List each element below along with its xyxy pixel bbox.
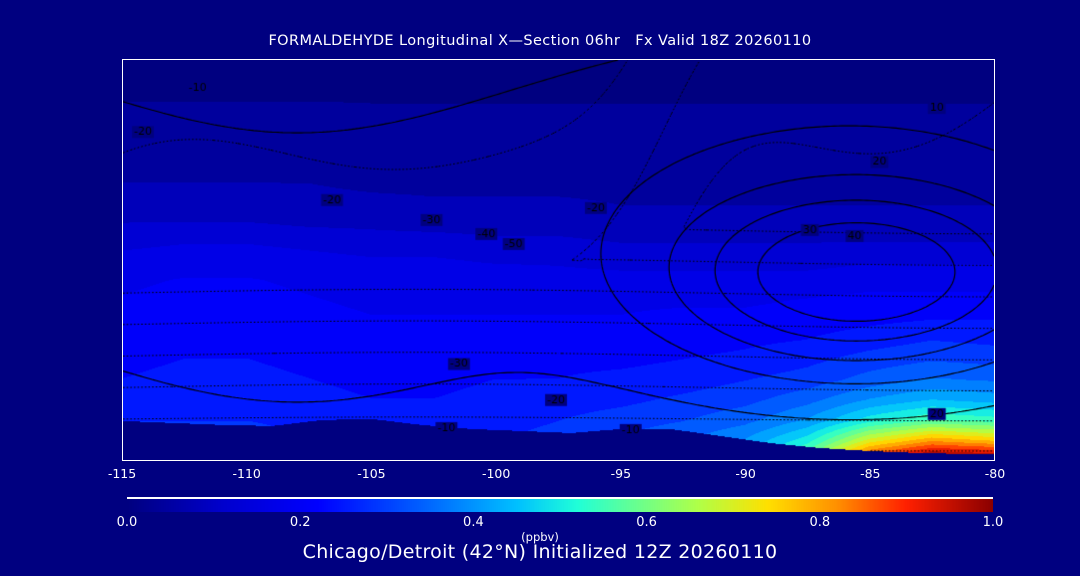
x-axis-tick-label: -110	[232, 466, 261, 481]
colorbar-tick-label: 0.8	[809, 515, 831, 530]
colorbar-gradient	[127, 499, 993, 512]
y-axis-minor-tick	[122, 221, 123, 222]
colorbar-tick-label: 0.4	[463, 515, 484, 530]
x-axis-minor-tick	[672, 460, 673, 461]
x-axis-tick	[622, 460, 623, 461]
colorbar-tick-label: 0.2	[289, 515, 311, 530]
x-axis-tick-label: -90	[735, 466, 756, 481]
x-axis-minor-tick	[796, 460, 797, 461]
y-axis-minor-tick	[122, 321, 123, 322]
y-axis-minor-tick	[122, 80, 123, 81]
field-canvas-wrap	[123, 60, 994, 460]
x-axis-tick	[497, 460, 498, 461]
x-axis-minor-tick	[298, 460, 299, 461]
y-axis-minor-tick	[122, 201, 123, 202]
x-axis-minor-tick	[422, 460, 423, 461]
x-axis-tick-label: -85	[860, 466, 881, 481]
y-axis-minor-tick	[122, 120, 123, 121]
x-axis-minor-tick	[397, 460, 398, 461]
x-axis-minor-tick	[697, 460, 698, 461]
y-axis-minor-tick	[122, 100, 123, 101]
y-axis-minor-tick	[122, 301, 123, 302]
x-axis-tick	[123, 460, 124, 461]
y-axis-minor-tick	[122, 281, 123, 282]
x-axis-minor-tick	[921, 460, 922, 461]
x-axis-tick-label: -80	[984, 466, 1006, 481]
x-axis-minor-tick	[946, 460, 947, 461]
x-axis-minor-tick	[772, 460, 773, 461]
x-axis-minor-tick	[522, 460, 523, 461]
colorbar-tick-label: 1.0	[982, 515, 1004, 530]
x-axis-minor-tick	[223, 460, 224, 461]
y-axis-tick	[122, 362, 123, 363]
colorbar	[127, 497, 993, 512]
y-axis-minor-tick	[122, 422, 123, 423]
chart-caption: Chicago/Detroit (42°N) Initialized 12Z 2…	[302, 541, 778, 563]
x-axis-minor-tick	[896, 460, 897, 461]
x-axis-tick	[248, 460, 249, 461]
y-axis-minor-tick	[122, 382, 123, 383]
x-axis-minor-tick	[198, 460, 199, 461]
y-axis-tick	[122, 60, 123, 61]
formaldehyde-field-canvas	[123, 60, 994, 460]
colorbar-tick-label: 0.0	[116, 515, 138, 530]
y-axis-minor-tick	[122, 140, 123, 141]
x-axis-minor-tick	[547, 460, 548, 461]
x-axis-minor-tick	[323, 460, 324, 461]
x-axis-minor-tick	[273, 460, 274, 461]
x-axis-minor-tick	[821, 460, 822, 461]
y-axis-minor-tick	[122, 402, 123, 403]
x-axis-tick-label: -100	[481, 466, 511, 481]
x-axis-minor-tick	[597, 460, 598, 461]
y-axis-minor-tick	[122, 442, 123, 443]
x-axis-minor-tick	[846, 460, 847, 461]
y-axis-tick	[122, 261, 123, 262]
colorbar-tick-label: 0.6	[636, 515, 657, 530]
x-axis-minor-tick	[447, 460, 448, 461]
y-axis-tick	[122, 161, 123, 162]
plot-area: Altitude (km) Longitude	[122, 59, 995, 461]
y-axis-minor-tick	[122, 341, 123, 342]
x-axis-minor-tick	[173, 460, 174, 461]
colorbar-units: (ppbv)	[521, 530, 559, 544]
x-axis-minor-tick	[148, 460, 149, 461]
x-axis-tick	[747, 460, 748, 461]
x-axis-minor-tick	[572, 460, 573, 461]
x-axis-minor-tick	[722, 460, 723, 461]
y-axis-minor-tick	[122, 241, 123, 242]
x-axis-tick	[372, 460, 373, 461]
x-axis-tick-label: -95	[610, 466, 632, 481]
x-axis-minor-tick	[971, 460, 972, 461]
x-axis-minor-tick	[472, 460, 473, 461]
x-axis-minor-tick	[347, 460, 348, 461]
x-axis-tick-label: -115	[107, 466, 137, 481]
colorbar-top-rule	[127, 497, 993, 499]
y-axis-minor-tick	[122, 181, 123, 182]
x-axis-tick-label: -105	[357, 466, 386, 481]
x-axis-tick	[871, 460, 872, 461]
chart-title: FORMALDEHYDE Longitudinal X—Section 06hr…	[268, 33, 812, 49]
x-axis-minor-tick	[647, 460, 648, 461]
